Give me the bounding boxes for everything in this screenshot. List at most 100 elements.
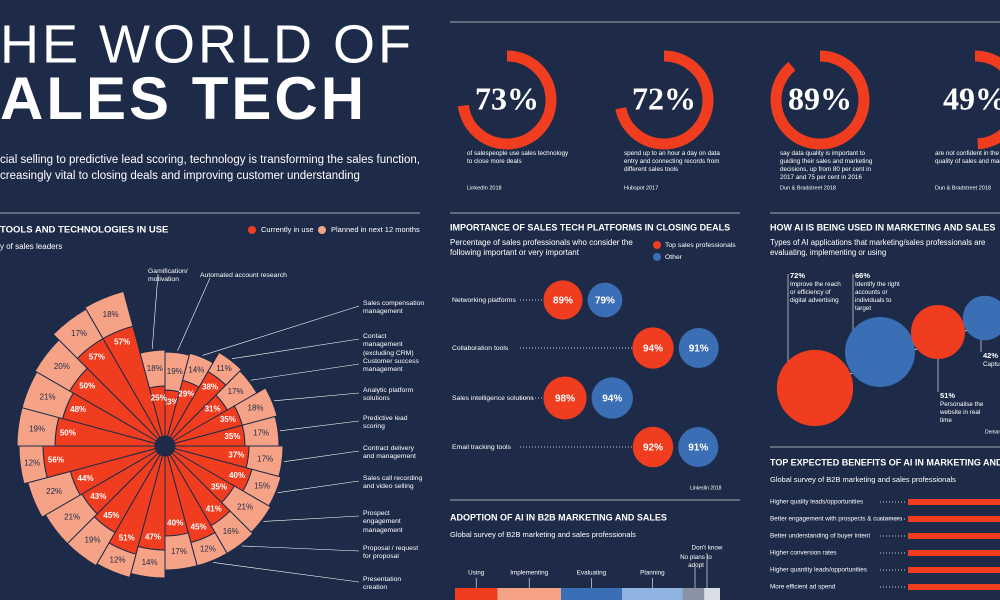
bubble [776, 349, 854, 427]
value-label: 51% [119, 533, 135, 542]
chart-title: TOOLS AND TECHNOLOGIES IN USE [0, 225, 168, 236]
value-label: 57% [89, 352, 105, 361]
title-line: HE WORLD OF [0, 14, 414, 74]
category-label: Personalise the website in real time [940, 401, 984, 424]
bubble [962, 295, 1000, 341]
ring-arc [615, 50, 714, 150]
value-label: 20% [54, 362, 70, 371]
ring-source: LinkedIn 2018 [467, 185, 502, 191]
bar-segment [621, 588, 683, 600]
legend-label: Top sales professionals [665, 242, 736, 249]
leader-line [250, 363, 360, 381]
value-label: 41% [206, 505, 222, 514]
category-label-box: Prospect engagement management [363, 510, 403, 534]
ring-arc [770, 50, 870, 150]
category-label: Collaboration tools [452, 345, 509, 352]
value-label: 19% [167, 367, 183, 376]
bar-segment [704, 588, 720, 600]
ring-arc [974, 50, 1000, 150]
chart-title: ADOPTION OF AI IN B2B MARKETING AND SALE… [450, 512, 667, 522]
value-label: 57% [114, 338, 130, 347]
legend-swatch [653, 241, 661, 249]
category-label: Sales compensation management [363, 300, 425, 316]
leader-line [231, 338, 360, 360]
value-label: 89% [553, 296, 573, 307]
leader-line [213, 562, 360, 583]
leader-line [202, 305, 360, 356]
value-label: 15% [254, 481, 270, 490]
category-label-box: Sales compensation management [363, 300, 425, 316]
value-label: 43% [90, 492, 106, 501]
category-label: Better understanding of buyer intent [770, 533, 870, 540]
value-label: 98% [555, 394, 575, 405]
chart-subtitle: Global survey of B2B marketing and sales… [450, 530, 636, 539]
leader-line [263, 515, 360, 522]
value-label: 35% [211, 483, 227, 492]
bubble [543, 376, 587, 420]
category-label-box: Automated account research [200, 272, 287, 279]
category-label-box: Captu signa indivi [983, 361, 1000, 368]
value-label: 12% [200, 545, 216, 554]
ring-arc [457, 50, 557, 150]
value-label: 29% [178, 389, 194, 398]
chart-subtitle: Types of AI applications that marketing/… [770, 238, 986, 257]
category-label: Automated account research [200, 272, 287, 279]
value-label: 91% [689, 344, 709, 355]
ring-description-box: of salespeople use sales technology to c… [467, 150, 568, 165]
ring-value: 73% [475, 80, 539, 116]
chart-title: TOP EXPECTED BENEFITS OF AI IN MARKETING… [770, 457, 1000, 467]
category-label-box: Proposal / request for proposal [363, 545, 418, 560]
bubble [910, 304, 966, 360]
value-label: 12% [24, 459, 40, 468]
ring-description: are not confident in the current quality… [935, 150, 1000, 165]
category-label-box: Identify the right accounts or individua… [855, 281, 900, 312]
category-label: Better engagement with prospects & custo… [770, 516, 902, 523]
category-label: Identify the right accounts or individua… [855, 281, 900, 312]
category-label-box: No plans to adopt [680, 554, 712, 569]
chart-subtitle: y of sales leaders [0, 242, 62, 251]
category-label: Higher quality leads/opportunities [770, 499, 863, 506]
ring-value: 72% [632, 80, 696, 116]
category-label-box: Predictive lead scoring [363, 415, 408, 431]
category-label-box: Personalise the website in real time [940, 401, 984, 424]
bubble [845, 317, 915, 387]
value-label: 40% [167, 518, 183, 527]
source: Demand [985, 429, 1000, 435]
value-label: 44% [78, 474, 94, 483]
bubble [587, 282, 623, 318]
category-label: Gamification/ motivation [148, 268, 188, 284]
ring-source: Hubspot 2017 [624, 185, 658, 191]
wedge-planned [84, 290, 134, 340]
value-label: 94% [643, 344, 663, 355]
category-label: Predictive lead scoring [363, 415, 408, 431]
value-label: 92% [643, 443, 663, 454]
value-label: 35% [224, 432, 240, 441]
value-label: 16% [223, 527, 239, 536]
value-label: 42% [983, 351, 998, 360]
bar [908, 584, 1000, 590]
category-label: Higher quantity leads/opportunities [770, 567, 867, 574]
value-label: 50% [60, 428, 76, 437]
ring-description-box: spend up to an hour a day on data entry … [624, 150, 720, 173]
category-label: Evaluating [577, 570, 607, 577]
leader-line [241, 545, 360, 552]
category-label: Planning [640, 570, 665, 577]
category-label: Sales intelligence solutions [452, 395, 534, 402]
category-label: Implementing [510, 570, 548, 577]
bar-segment [682, 588, 705, 600]
title-line: ALES TECH [0, 65, 367, 132]
category-label-box: Contact management (excluding CRM) [363, 333, 414, 357]
value-label: 79% [595, 296, 615, 307]
category-label: Presentation creation [363, 576, 402, 592]
category-label: Contract delivery and management [363, 445, 416, 461]
ring-description: spend up to an hour a day on data entry … [624, 150, 720, 173]
value-label: 12% [110, 556, 126, 565]
value-label: 18% [248, 404, 264, 413]
bubble [678, 327, 719, 369]
dividers [0, 21, 1000, 501]
value-label: 51% [940, 391, 955, 400]
value-label: 17% [257, 454, 273, 463]
bar-segment [455, 588, 498, 600]
value-label: 19% [85, 536, 101, 545]
